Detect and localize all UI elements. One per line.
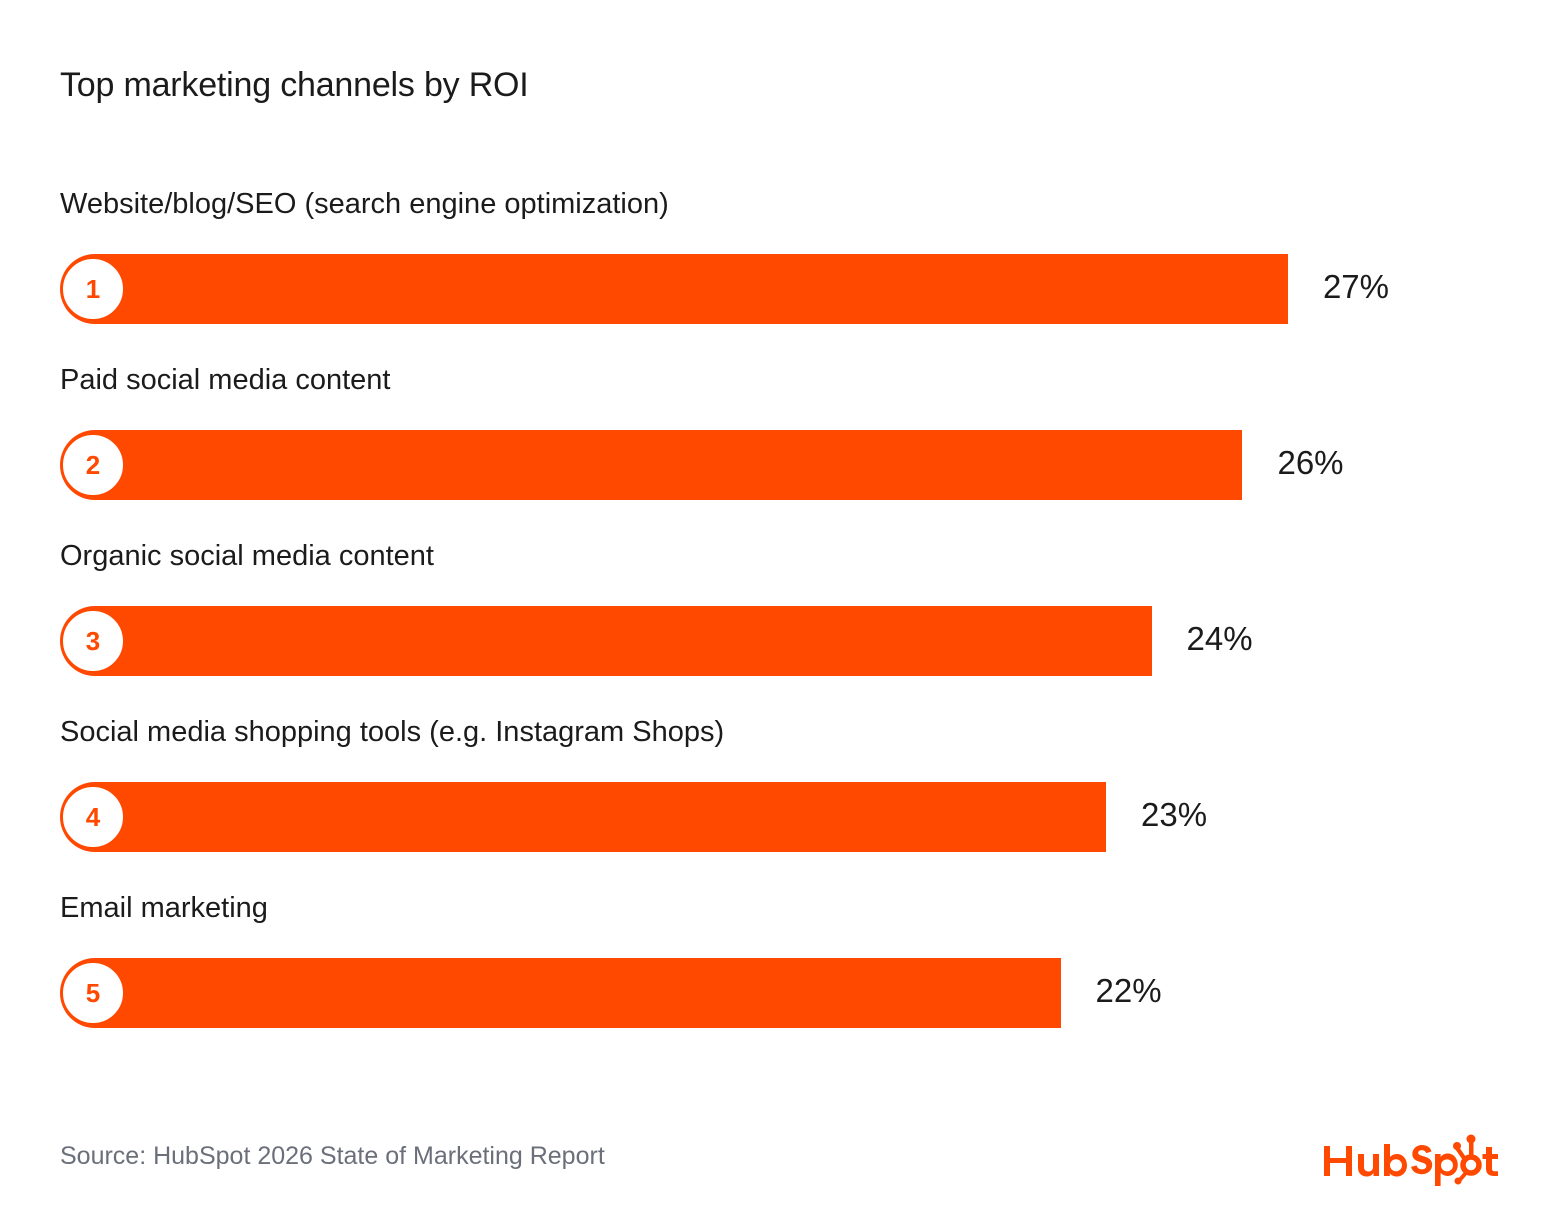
- bar-value: 27%: [1322, 268, 1390, 305]
- bar-value: 26%: [1277, 444, 1344, 481]
- bar: [60, 254, 1288, 324]
- bar-label: Website/blog/SEO (search engine optimiza…: [60, 188, 669, 220]
- bar: [60, 606, 1152, 676]
- source-note: Source: HubSpot 2026 State of Marketing …: [60, 1142, 605, 1170]
- bar-value: 24%: [1186, 620, 1253, 657]
- bar: [60, 782, 1107, 852]
- bar: [60, 958, 1061, 1028]
- bar-label: Paid social media content: [60, 364, 391, 396]
- bar: [60, 430, 1243, 500]
- chart-title: Top marketing channels by ROI: [60, 66, 529, 104]
- rank-badge: 3: [61, 609, 125, 673]
- rank-badge: 4: [61, 785, 125, 849]
- bar-value: 23%: [1141, 796, 1208, 833]
- rank-badge: 1: [61, 257, 125, 321]
- bar-label: Social media shopping tools (e.g. Instag…: [60, 716, 725, 748]
- hubspot-logo: [1322, 1130, 1500, 1195]
- hubspot-sprocket-icon: [1324, 1134, 1498, 1186]
- rank-badge: 5: [61, 961, 125, 1025]
- bar-label: Organic social media content: [60, 540, 434, 572]
- bar-value: 22%: [1095, 972, 1162, 1009]
- bar-label: Email marketing: [60, 892, 268, 924]
- rank-badge: 2: [61, 433, 125, 497]
